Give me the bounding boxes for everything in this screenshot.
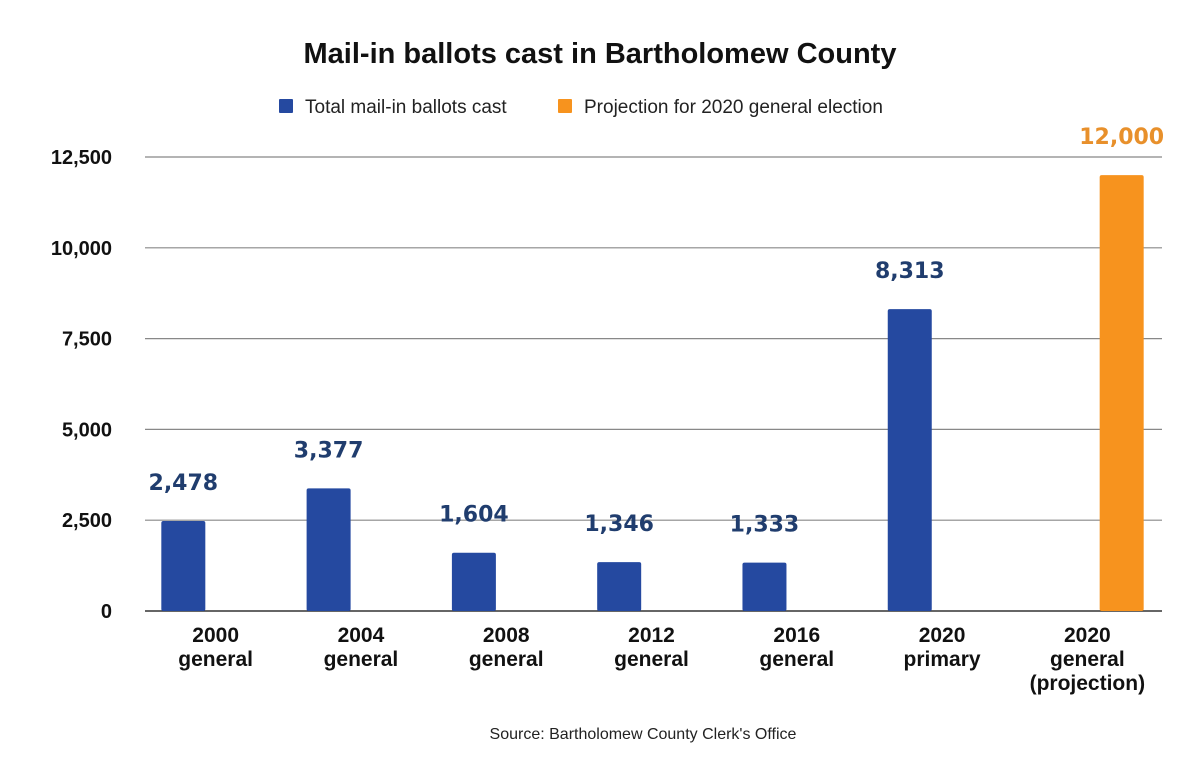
x-tick-line: general [324,648,399,671]
data-label: 12,000 [1079,125,1164,150]
bar-total [887,309,932,611]
x-tick-label: 2016 general [759,624,834,671]
data-label: 3,377 [294,438,364,463]
x-tick-line: 2000 [192,624,239,647]
legend: Total mail-in ballots cast Projection fo… [279,97,883,118]
bar-total [161,520,206,611]
x-tick-line: 2012 [628,624,675,647]
source-note: Source: Bartholomew County Clerk's Offic… [490,726,797,743]
x-tick-line: general [469,648,544,671]
legend-label-total: Total mail-in ballots cast [305,97,507,118]
legend-swatch-total [279,99,293,113]
y-tick-label: 12,500 [51,147,112,169]
x-tick-label: 2008 general [469,624,544,671]
x-tick-line: general [759,648,834,671]
legend-item-projection: Projection for 2020 general election [558,97,883,118]
x-tick-line: 2008 [483,624,530,647]
x-tick-line: primary [904,648,981,671]
data-label: 8,313 [875,259,945,284]
x-tick-line: 2004 [338,624,385,647]
x-tick-line: 2016 [773,624,820,647]
x-tick-line: general [178,648,253,671]
x-tick-label: 2000 general [178,624,253,671]
legend-swatch-projection [558,99,572,113]
y-tick-label: 5,000 [62,419,112,441]
x-tick-line: general [1050,648,1125,671]
chart-title: Mail-in ballots cast in Bartholomew Coun… [304,38,897,70]
data-label: 1,333 [730,513,800,538]
data-label: 1,604 [439,503,509,528]
bar-total [451,552,496,611]
x-tick-line: 2020 [919,624,966,647]
y-tick-label: 2,500 [62,510,112,532]
legend-label-projection: Projection for 2020 general election [584,97,883,118]
data-labels: 2,478 3,377 1,604 1,346 1,333 8,313 12,000 [149,125,1165,537]
bar-projection [1099,175,1144,611]
data-label: 1,346 [584,512,654,537]
y-tick-label: 10,000 [51,238,112,260]
y-axis: 0 2,500 5,000 7,500 10,000 12,500 [51,147,112,623]
bar-total [597,562,642,611]
bar-total [306,488,351,611]
legend-item-total: Total mail-in ballots cast [279,97,507,118]
x-tick-label: 2012 general [614,624,689,671]
gridlines [145,156,1162,612]
x-tick-line: general [614,648,689,671]
bars [161,175,1144,611]
y-tick-label: 0 [101,601,112,623]
bar-total [742,562,787,611]
x-tick-line: 2020 [1064,624,1111,647]
x-tick-label: 2020 primary [904,624,981,671]
x-tick-label: 2020 general (projection) [1030,624,1146,695]
y-tick-label: 7,500 [62,329,112,351]
x-tick-label: 2004 general [324,624,399,671]
x-tick-line: (projection) [1030,672,1146,695]
data-label: 2,478 [149,471,219,496]
